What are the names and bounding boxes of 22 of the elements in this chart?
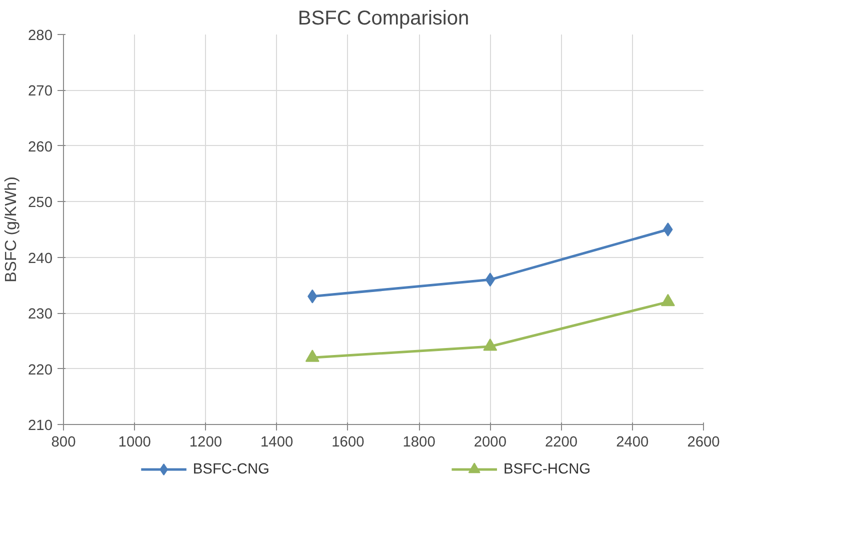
x-tick-label: 1000: [118, 434, 151, 450]
y-axis-title: BSFC (g/KWh): [3, 176, 20, 282]
legend-label: BSFC-CNG: [192, 462, 270, 478]
x-tick-label: 2200: [544, 434, 578, 450]
y-tick-label: 220: [28, 362, 53, 378]
y-tick-label: 240: [28, 250, 53, 267]
chart-title: BSFC Comparision: [298, 8, 470, 30]
y-tick-label: 250: [28, 195, 53, 212]
x-tick-label: 1600: [332, 434, 364, 450]
x-tick-label: 2400: [616, 434, 649, 450]
legend-label: BSFC-HCNG: [503, 462, 591, 478]
x-tick-label: 800: [51, 434, 76, 450]
x-tick-label: 1800: [402, 434, 436, 450]
y-tick-label: 230: [28, 306, 53, 323]
x-tick-label: 2600: [687, 434, 720, 450]
y-tick-label: 280: [28, 28, 53, 44]
y-tick-label: 270: [28, 84, 53, 100]
x-tick-label: 1400: [260, 434, 294, 450]
x-tick-label: 1200: [189, 434, 222, 450]
x-tick-label: 2000: [474, 434, 506, 450]
y-tick-label: 260: [28, 139, 53, 156]
y-tick-label: 210: [28, 418, 53, 434]
